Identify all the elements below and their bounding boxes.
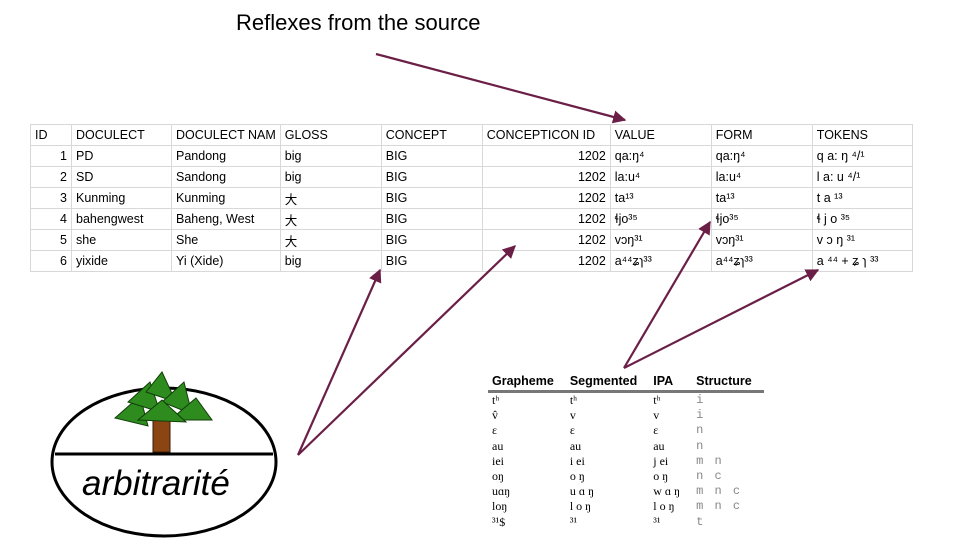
- profile-structure: n: [696, 438, 706, 453]
- cell-doculect-name[interactable]: Kunming: [171, 187, 281, 209]
- profile-row: v̂ v v i: [488, 408, 764, 423]
- table-row: 2 SD Sandong big BIG 1202 la:u⁴ la:u⁴ l …: [30, 166, 913, 188]
- profile-header-grapheme: Grapheme: [488, 374, 566, 393]
- profile-ipa: au: [653, 438, 665, 453]
- profile-structure: n: [696, 423, 706, 438]
- profile-ipa: l o ŋ: [653, 499, 675, 514]
- profile-segmented: u ɑ ŋ: [569, 484, 595, 499]
- cell-doculect[interactable]: she: [71, 229, 172, 251]
- profile-segmented: l o ŋ: [569, 499, 592, 514]
- logo: [50, 371, 278, 538]
- cell-concepticon-id[interactable]: 1202: [481, 187, 611, 209]
- cell-form[interactable]: la:u⁴: [710, 166, 813, 188]
- cell-concept[interactable]: BIG: [380, 250, 483, 272]
- cell-doculect-name[interactable]: Sandong: [171, 166, 281, 188]
- profile-structure: i: [696, 393, 706, 408]
- profile-ipa: v: [653, 408, 660, 423]
- arrow-profile-to-tokens: [623, 269, 820, 369]
- arrow-title-to-value: [375, 52, 627, 124]
- profile-grapheme: tʰ: [492, 393, 500, 408]
- cell-value[interactable]: ɬjo³⁵: [609, 208, 712, 230]
- profile-structure: m n: [696, 453, 724, 468]
- slide-title: Reflexes from the source: [236, 10, 481, 35]
- cell-form[interactable]: a⁴⁴ʑɿ³³: [710, 250, 813, 272]
- profile-structure: m n c: [696, 484, 743, 499]
- profile-grapheme: v̂: [492, 408, 498, 423]
- profile-header-segmented: Segmented: [565, 374, 650, 393]
- profile-grapheme: ɛ: [492, 423, 498, 438]
- cell-doculect[interactable]: yixide: [71, 250, 172, 272]
- cell-concept[interactable]: BIG: [380, 208, 483, 230]
- cell-gloss[interactable]: 大: [279, 187, 382, 209]
- cell-value[interactable]: a⁴⁴ʑɿ³³: [609, 250, 712, 272]
- profile-segmented: v: [569, 408, 576, 423]
- col-header-concepticon-id[interactable]: CONCEPTICON ID: [481, 124, 611, 146]
- cell-concept[interactable]: BIG: [380, 187, 483, 209]
- spreadsheet-table: ID DOCULECT DOCULECT NAM GLOSS CONCEPT C…: [30, 124, 913, 272]
- tree-crown-icon: [113, 371, 213, 427]
- profile-row: uɑŋ u ɑ ŋ w ɑ ŋ m n c: [488, 484, 764, 499]
- profile-row: au au au n: [488, 439, 764, 454]
- orthography-profile: Grapheme Segmented IPA Structure tʰ tʰ tʰ i…: [488, 374, 764, 530]
- tree-trunk-icon: [152, 417, 171, 453]
- profile-header-ipa: IPA: [649, 374, 693, 393]
- profile-segmented: ɛ: [569, 423, 575, 438]
- col-header-value[interactable]: VALUE: [609, 124, 712, 146]
- table-row: 3 Kunming Kunming 大 BIG 1202 ta¹³ ta¹³ t…: [30, 187, 913, 209]
- profile-ipa: tʰ: [653, 393, 661, 408]
- cell-gloss[interactable]: big: [279, 250, 382, 272]
- profile-segmented: ³¹: [569, 514, 578, 529]
- profile-structure: i: [696, 408, 706, 423]
- table-row: 5 she She 大 BIG 1202 vɔŋ³¹ vɔŋ³¹ v ɔ ŋ ³…: [30, 229, 913, 251]
- profile-grapheme: oŋ: [492, 469, 504, 484]
- profile-ipa: ³¹: [653, 514, 661, 529]
- profile-grapheme: loŋ: [492, 499, 508, 514]
- cell-tokens[interactable]: a ⁴⁴ + ʑ ɿ ³³: [811, 250, 913, 272]
- profile-structure: n c: [696, 469, 724, 484]
- profile-grapheme: au: [492, 438, 504, 453]
- cell-doculect-name[interactable]: She: [171, 229, 281, 251]
- profile-row: ³¹$ ³¹ ³¹ t: [488, 515, 764, 530]
- profile-ipa: j ei: [653, 453, 669, 468]
- profile-row: iei i ei j ei m n: [488, 454, 764, 469]
- profile-structure: t: [696, 514, 706, 529]
- orthography-profile-table: Grapheme Segmented IPA Structure tʰ tʰ tʰ i…: [488, 374, 764, 530]
- profile-row: oŋ o ŋ o ŋ n c: [488, 469, 764, 484]
- cell-doculect-name[interactable]: Yi (Xide): [171, 250, 281, 272]
- cell-doculect[interactable]: Kunming: [71, 187, 172, 209]
- profile-segmented: i ei: [569, 453, 585, 468]
- arrows: [296, 52, 820, 456]
- profile-header-structure: Structure: [692, 374, 764, 393]
- arrow-logo-to-concepticon: [297, 245, 516, 456]
- profile-ipa: ɛ: [653, 423, 659, 438]
- arrow-profile-to-form: [623, 220, 711, 369]
- profile-ipa: o ŋ: [653, 469, 669, 484]
- profile-header-row: Grapheme Segmented IPA Structure: [488, 374, 764, 393]
- cell-doculect[interactable]: bahengwest: [71, 208, 172, 230]
- profile-grapheme: iei: [492, 453, 504, 468]
- profile-structure: m n c: [696, 499, 743, 514]
- cell-concepticon-id[interactable]: 1202: [481, 145, 611, 167]
- profile-grapheme: ³¹$: [492, 514, 506, 529]
- profile-grapheme: uɑŋ: [492, 484, 511, 499]
- profile-row: tʰ tʰ tʰ i: [488, 392, 764, 409]
- col-header-concept[interactable]: CONCEPT: [380, 124, 483, 146]
- profile-row: loŋ l o ŋ l o ŋ m n c: [488, 499, 764, 514]
- profile-ipa: w ɑ ŋ: [653, 484, 681, 499]
- table-row: 1 PD Pandong big BIG 1202 qa:ŋ⁴ qa:ŋ⁴ q …: [30, 145, 913, 167]
- profile-segmented: tʰ: [569, 393, 578, 408]
- logo-text: arbitrarité: [82, 464, 230, 503]
- table-row: 4 bahengwest Baheng, West 大 BIG 1202 ɬjo…: [30, 208, 913, 230]
- cell-tokens[interactable]: ɬ j o ³⁵: [811, 208, 913, 230]
- arrow-logo-to-concept: [296, 268, 382, 456]
- header-row: ID DOCULECT DOCULECT NAM GLOSS CONCEPT C…: [30, 124, 913, 146]
- cell-form[interactable]: vɔŋ³¹: [710, 229, 813, 251]
- profile-segmented: o ŋ: [569, 469, 585, 484]
- profile-segmented: au: [569, 438, 582, 453]
